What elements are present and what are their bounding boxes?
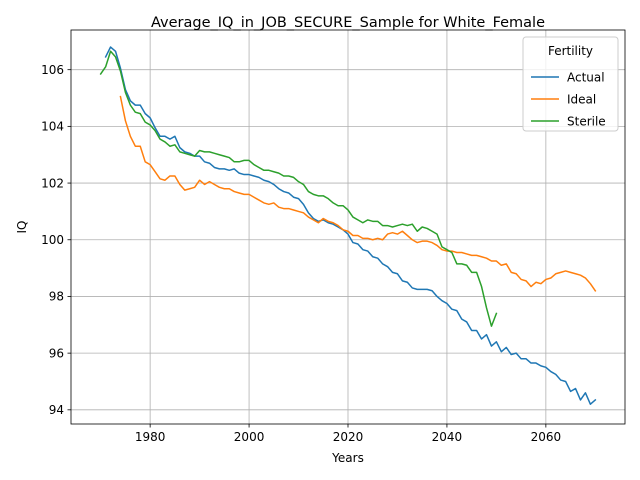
x-tick-label: 2040 (432, 430, 463, 444)
axis-ticks: 1980 2000 2020 2040 2060 94 96 98 100 102 104 106 (41, 63, 561, 444)
y-tick-label: 96 (49, 346, 64, 360)
x-tick-label: 2060 (531, 430, 562, 444)
x-tick-label: 2000 (234, 430, 265, 444)
legend: Fertility Actual Ideal Sterile (522, 36, 619, 132)
legend-label-ideal: Ideal (567, 93, 596, 107)
y-tick-label: 98 (49, 290, 64, 304)
legend-box (522, 36, 619, 132)
legend-label-actual: Actual (567, 71, 605, 85)
y-tick-label: 102 (41, 176, 64, 190)
chart-title: Average_IQ_in_JOB_SECURE_Sample for Whit… (151, 15, 545, 31)
x-axis-label: Years (331, 451, 364, 465)
series-line-ideal (119, 95, 597, 292)
x-tick-label: 2020 (333, 430, 364, 444)
series-line-sterile (99, 50, 498, 327)
y-tick-label: 94 (49, 403, 64, 417)
series-lines (99, 46, 597, 405)
y-axis-label: IQ (15, 221, 29, 234)
y-tick-label: 106 (41, 63, 64, 77)
series-line-actual (104, 46, 597, 405)
legend-title: Fertility (548, 44, 593, 58)
y-tick-label: 100 (41, 233, 64, 247)
legend-label-sterile: Sterile (567, 115, 606, 129)
legend-items: Actual Ideal Sterile (531, 71, 606, 129)
x-tick-label: 1980 (135, 430, 166, 444)
y-tick-label: 104 (41, 120, 64, 134)
